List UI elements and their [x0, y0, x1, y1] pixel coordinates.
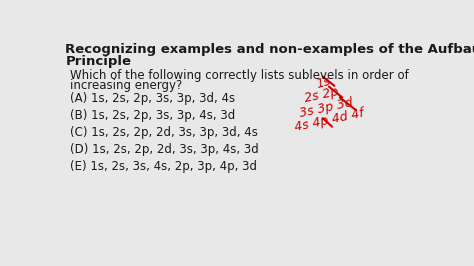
Text: Recognizing examples and non-examples of the Aufbau: Recognizing examples and non-examples of… — [65, 43, 474, 56]
Text: 1s: 1s — [315, 75, 332, 91]
Text: (D) 1s, 2s, 2p, 2d, 3s, 3p, 4s, 3d: (D) 1s, 2s, 2p, 2d, 3s, 3p, 4s, 3d — [70, 143, 259, 156]
Text: (A) 1s, 2s, 2p, 3s, 3p, 3d, 4s: (A) 1s, 2s, 2p, 3s, 3p, 3d, 4s — [70, 92, 235, 105]
Text: Principle: Principle — [65, 55, 131, 68]
Text: 3s 3p 3d: 3s 3p 3d — [298, 96, 354, 120]
Text: (E) 1s, 2s, 3s, 4s, 2p, 3p, 4p, 3d: (E) 1s, 2s, 3s, 4s, 2p, 3p, 4p, 3d — [70, 160, 257, 173]
Text: 2s 2p: 2s 2p — [303, 85, 340, 105]
Text: Which of the following correctly lists sublevels in order of: Which of the following correctly lists s… — [70, 69, 409, 82]
Text: increasing energy?: increasing energy? — [70, 79, 182, 92]
Text: (B) 1s, 2s, 2p, 3s, 3p, 4s, 3d: (B) 1s, 2s, 2p, 3s, 3p, 4s, 3d — [70, 109, 236, 122]
Text: 4s 4p 4d 4f: 4s 4p 4d 4f — [293, 107, 365, 134]
Text: (C) 1s, 2s, 2p, 2d, 3s, 3p, 3d, 4s: (C) 1s, 2s, 2p, 2d, 3s, 3p, 3d, 4s — [70, 126, 258, 139]
